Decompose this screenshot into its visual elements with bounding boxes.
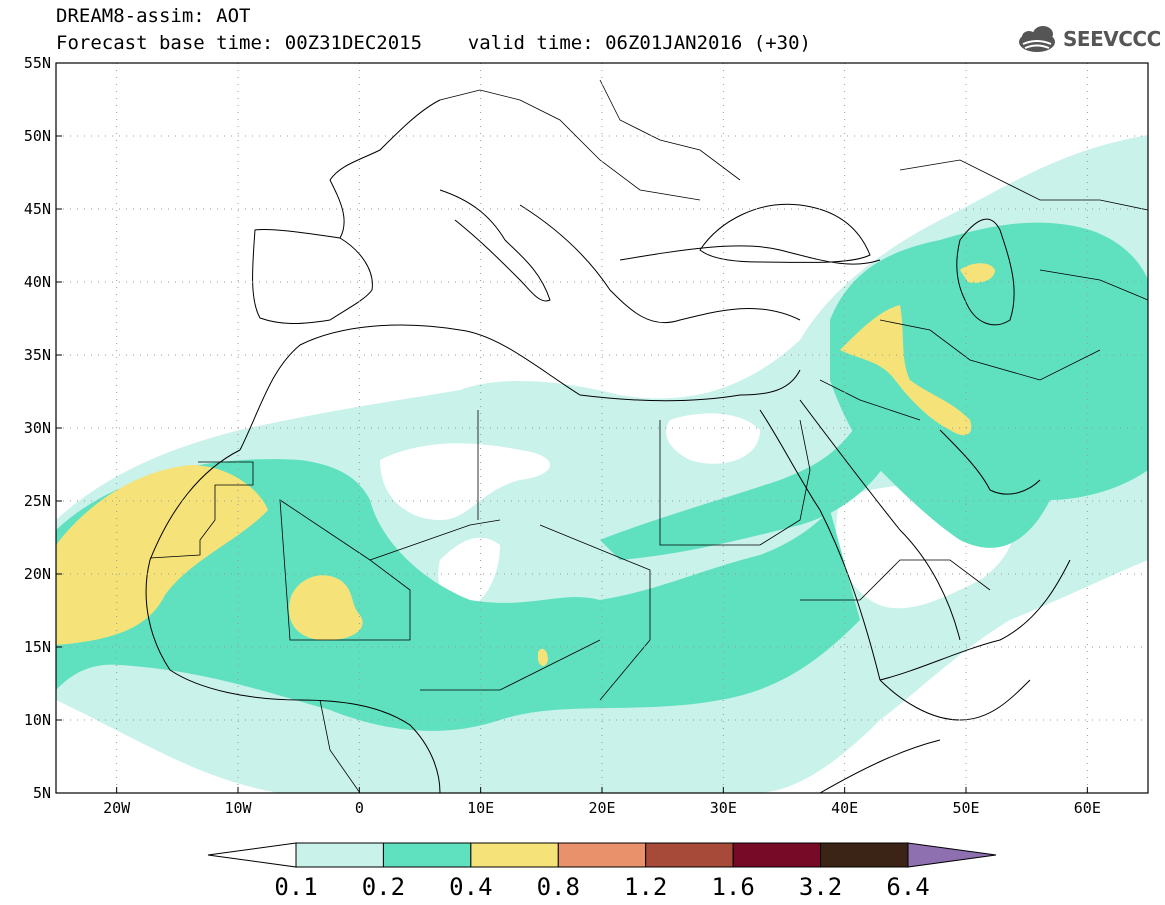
longitude-labels: 20W 10W 0 10E 20E 30E 40E 50E 60E: [103, 787, 1101, 817]
colorbar-label: 0.2: [362, 873, 405, 901]
colorbar-box: [470, 842, 559, 868]
colorbar-box: [645, 842, 734, 868]
lat-tick-label: 45N: [24, 200, 51, 218]
lat-tick-label: 40N: [24, 273, 51, 291]
aot-contour-0.4-caspian: [960, 263, 995, 283]
colorbar-box: [732, 842, 822, 868]
logo-text: SEEVCCC: [1063, 27, 1161, 51]
lon-tick-label: 20W: [103, 799, 131, 817]
colorbar-label: 6.4: [886, 873, 929, 901]
lat-tick-label: 15N: [24, 638, 51, 656]
lat-tick-label: 20N: [24, 565, 51, 583]
colorbar-arrow-high: [907, 842, 997, 868]
lon-tick-label: 10W: [224, 799, 252, 817]
coastlines: [145, 99, 1071, 793]
graticule: [56, 63, 1148, 793]
aot-contour-0.2-west: [56, 459, 860, 731]
colorbar-label: 0.4: [449, 873, 492, 901]
lon-tick-label: 20E: [588, 799, 615, 817]
colorbar-label: 1.6: [711, 873, 754, 901]
lat-tick-label: 35N: [24, 346, 51, 364]
lat-tick-label: 30N: [24, 419, 51, 437]
aot-contour-0.4-small: [538, 648, 548, 666]
colorbar-box: [557, 842, 647, 868]
colorbar-label: 1.2: [624, 873, 667, 901]
lon-tick-label: 60E: [1074, 799, 1101, 817]
seevccc-logo: [1019, 26, 1055, 52]
cloud-icon: [1019, 26, 1055, 52]
map-title: DREAM8-assim: AOT: [56, 5, 251, 27]
colorbar-label: 0.1: [274, 873, 317, 901]
forecast-time-line: Forecast base time: 00Z31DEC2015 valid t…: [56, 32, 811, 54]
lon-tick-label: 50E: [952, 799, 979, 817]
colorbar-label: 3.2: [799, 873, 842, 901]
colorbar-label: 0.8: [537, 873, 580, 901]
colorbar: 0.1 0.2 0.4 0.8 1.2 1.6 3.2 6.4: [207, 842, 997, 901]
country-borders: [149, 79, 1148, 793]
colorbar-box: [382, 842, 472, 868]
lat-tick-label: 10N: [24, 711, 51, 729]
colorbar-arrow-low: [207, 842, 297, 868]
lon-tick-label: 40E: [831, 799, 858, 817]
colorbar-box: [820, 842, 909, 868]
aot-field: [56, 135, 1148, 793]
aot-contour-0.2-sahara-band: [600, 420, 900, 560]
lat-tick-label: 50N: [24, 127, 51, 145]
lon-tick-label: 10E: [467, 799, 494, 817]
colorbar-box: [295, 842, 384, 868]
lat-tick-label: 5N: [33, 784, 51, 802]
lat-tick-label: 55N: [24, 54, 51, 72]
aot-contour-0.4-mali: [289, 575, 363, 641]
aot-hole-d: [666, 413, 760, 464]
lon-tick-label: 0: [355, 799, 364, 817]
lat-tick-label: 25N: [24, 492, 51, 510]
aot-contour-0.2-east: [830, 222, 1148, 548]
latitude-labels: 5N 10N 15N 20N 25N 30N 35N 40N 45N 50N 55N: [24, 54, 62, 802]
aot-hole-a: [380, 443, 550, 520]
aot-contour-0.4-iraq: [840, 305, 972, 436]
lon-tick-label: 30E: [710, 799, 737, 817]
